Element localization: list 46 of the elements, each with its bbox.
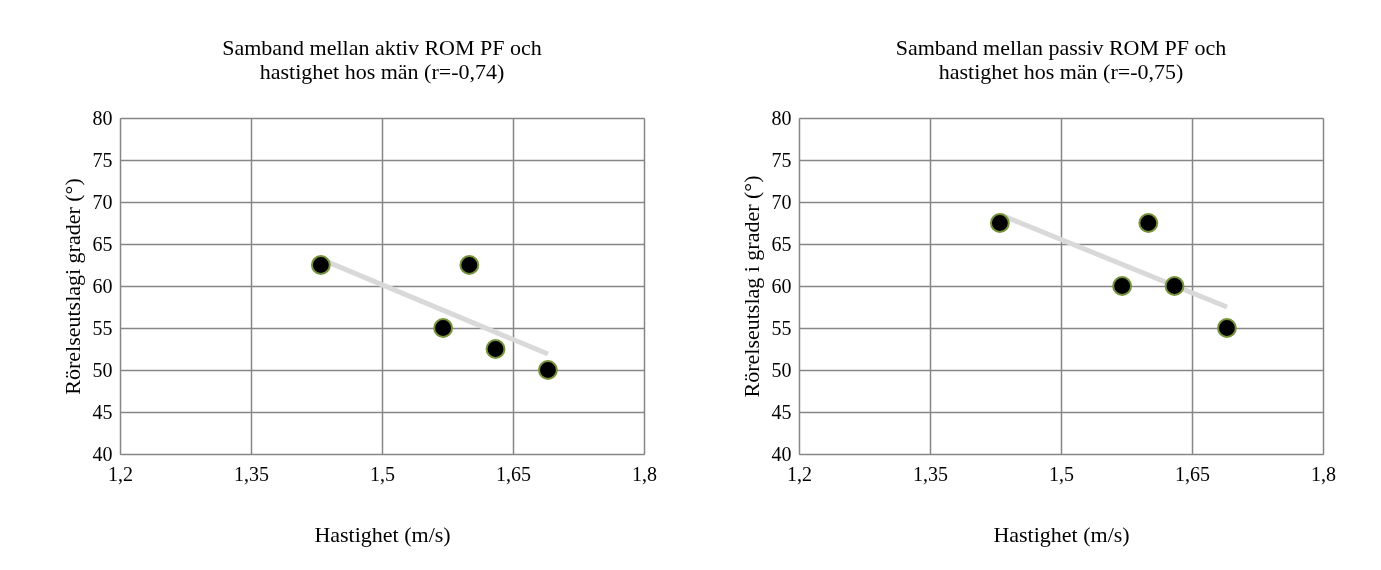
y-tick-label: 70 (92, 190, 113, 213)
x-tick-label: 1,2 (108, 462, 133, 485)
x-tick-label: 1,65 (1175, 462, 1210, 485)
y-tick-label: 50 (771, 358, 792, 381)
text: hastighet hos män (r=-0,74) (259, 59, 505, 84)
text: Samband mellan aktiv ROM PF och (222, 35, 542, 60)
x-axis-title: Hastighet (m/s) (993, 521, 1130, 547)
y-tick-label: 55 (92, 316, 113, 339)
y-tick-label: 40 (92, 442, 113, 465)
point (310, 255, 331, 275)
y-tick-label: 80 (771, 106, 792, 129)
y-tick-label: 75 (771, 148, 792, 171)
x-tick-label: 1,5 (370, 462, 395, 485)
y-tick-label: 55 (771, 316, 792, 339)
point (433, 318, 454, 338)
y-tick-label: 75 (92, 148, 113, 171)
y-tick-label: 80 (92, 106, 113, 129)
y-tick-label: 40 (771, 442, 792, 465)
x-tick-label: 1,65 (496, 462, 531, 485)
x-tick-label: 1,35 (913, 462, 948, 485)
point (1112, 276, 1133, 296)
point (1138, 213, 1159, 233)
point (989, 213, 1010, 233)
y-tick-label: 45 (771, 400, 792, 423)
x-tick-label: 1,35 (234, 462, 269, 485)
point (1164, 276, 1185, 296)
y-tick-label: 65 (92, 232, 113, 255)
y-axis-title: Rörelseutslag i grader (°) (738, 175, 764, 398)
x-tick-label: 1,2 (787, 462, 812, 485)
point (537, 360, 558, 380)
x-tick-label: 1,8 (632, 462, 657, 485)
y-tick-label: 60 (771, 274, 792, 297)
y-axis-title: Rörelseutslagi grader (°) (59, 178, 85, 395)
y-tick-label: 65 (771, 232, 792, 255)
y-tick-label: 70 (771, 190, 792, 213)
y-tick-label: 45 (92, 400, 113, 423)
x-tick-label: 1,5 (1049, 462, 1074, 485)
text: Samband mellan passiv ROM PF och (895, 35, 1227, 60)
y-tick-label: 60 (92, 274, 113, 297)
y-tick-label: 50 (92, 358, 113, 381)
point (459, 255, 480, 275)
point (485, 339, 506, 359)
text: hastighet hos män (r=-0,75) (938, 59, 1184, 84)
x-axis-title: Hastighet (m/s) (314, 521, 451, 547)
point (1216, 318, 1237, 338)
x-tick-label: 1,8 (1311, 462, 1336, 485)
